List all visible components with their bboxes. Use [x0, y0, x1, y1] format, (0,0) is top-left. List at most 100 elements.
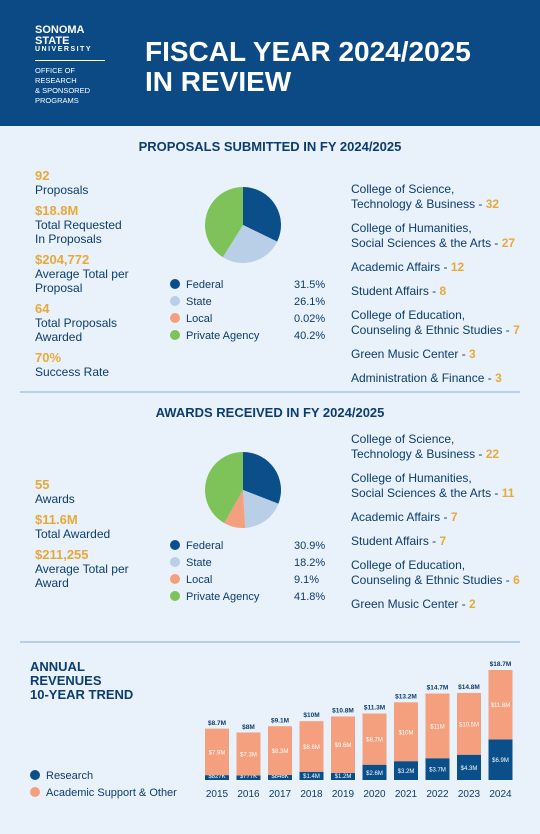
bar-segment	[488, 739, 513, 780]
chart-title: REVENUES	[30, 673, 102, 688]
bar-segment	[236, 775, 261, 780]
bar-segment	[331, 716, 355, 773]
stat-caption: Awards	[35, 492, 75, 506]
bar-segment	[362, 764, 387, 780]
department-count: 7	[439, 534, 447, 548]
legend-swatch	[170, 296, 180, 306]
department-count: 3	[469, 347, 476, 361]
stat-value: $204,772	[35, 252, 90, 267]
total-label: $14.7M	[427, 685, 449, 692]
x-tick-label: 2022	[426, 789, 449, 800]
stat-caption: Average Total per Proposal	[35, 267, 129, 295]
legend-swatch	[30, 787, 40, 797]
x-tick-label: 2018	[300, 789, 323, 800]
stat-caption: Average Total per Award	[35, 562, 129, 590]
department-count: 7	[513, 323, 520, 337]
bar-label: $7.9M	[209, 750, 226, 756]
total-label: $13.2M	[395, 693, 417, 700]
legend-label: Federal	[186, 279, 223, 291]
logo-text: UNIVERSITY	[35, 46, 93, 53]
page-title: IN REVIEW	[145, 66, 292, 97]
bar-label: $10M	[398, 730, 413, 736]
bar-segment	[331, 772, 355, 780]
legend-swatch	[170, 330, 180, 340]
department-count: 22	[485, 447, 500, 461]
department-name: Counseling & Ethnic Studies -	[351, 573, 514, 587]
pie-slice	[222, 225, 243, 258]
stat-caption: Proposals	[35, 183, 89, 197]
pie-slice	[243, 187, 281, 242]
header	[0, 0, 540, 126]
bar-label: $3.7M	[429, 768, 446, 774]
section-title: PROPOSALS SUBMITTED IN FY 2024/2025	[138, 139, 402, 154]
total-label: $9.1M	[271, 717, 289, 724]
department-name: Student Affairs -	[351, 284, 440, 298]
x-tick-label: 2021	[395, 789, 418, 800]
department-count: 6	[513, 573, 520, 587]
department: College of Humanities, Social Sciences & …	[351, 471, 536, 501]
pie-slice	[222, 225, 278, 263]
bar-label: $7.3M	[240, 752, 257, 758]
legend-value: 41.8%	[294, 591, 325, 603]
departments: College of Science, Technology & Business…	[351, 182, 536, 395]
legend-label: Private Agency	[186, 591, 260, 603]
total-label: $10M	[303, 712, 319, 719]
department: Green Music Center - 2	[351, 597, 536, 612]
legend-value: 0.02%	[294, 313, 325, 325]
divider	[20, 391, 520, 393]
bar-label: $11M	[430, 724, 445, 730]
chart-title: ANNUAL	[30, 659, 85, 674]
department-name: College of Education,	[351, 558, 466, 572]
x-tick-label: 2015	[206, 789, 229, 800]
bar-label: $777K	[240, 774, 257, 780]
legend-value: 31.5%	[294, 279, 325, 291]
legend-label: Local	[186, 574, 212, 586]
pie-slice	[205, 452, 243, 524]
department-name: Academic Affairs -	[351, 510, 451, 524]
x-tick-label: 2024	[489, 789, 512, 800]
stat-caption: Total Proposals Awarded	[35, 316, 118, 344]
total-label: $8M	[242, 724, 255, 731]
x-tick-label: 2020	[363, 789, 386, 800]
legend-value: 26.1%	[294, 296, 325, 308]
department-name: Administration & Finance -	[351, 371, 496, 385]
bar-segment	[457, 754, 481, 780]
bar-segment	[299, 771, 324, 780]
legend-swatch	[170, 279, 180, 289]
department-count: 27	[501, 236, 516, 250]
stat-value: 92	[35, 168, 50, 183]
legend-label: Local	[186, 313, 212, 325]
office-text: PROGRAMS	[35, 96, 79, 105]
stats: 92 Proposals $18.8M Total Requested In Prop…	[35, 168, 135, 385]
divider	[20, 641, 520, 643]
logo-rule	[35, 60, 105, 61]
legend-swatch	[30, 770, 40, 780]
department: College of Education, Counseling & Ethnic…	[351, 308, 536, 338]
pie-slice	[205, 187, 243, 258]
department: Student Affairs - 7	[351, 534, 536, 549]
legend-label: Academic Support & Other	[46, 787, 177, 799]
bar-label: $2.6M	[366, 771, 383, 777]
bar-label: $11.8M	[491, 703, 511, 709]
chart-title: 10-YEAR TREND	[30, 687, 133, 702]
department-name: Academic Affairs -	[351, 260, 451, 274]
bar-label: $4.3M	[461, 766, 478, 772]
department-count: 7	[450, 510, 458, 524]
department-count: 8	[439, 284, 447, 298]
department-name: Technology & Business -	[351, 447, 486, 461]
total-label: $10.8M	[332, 707, 354, 714]
departments: College of Science, Technology & Business…	[351, 432, 536, 621]
x-tick-label: 2017	[269, 789, 292, 800]
bar-label: $1.2M	[335, 774, 352, 780]
office-text: OFFICE OF	[35, 66, 75, 75]
department: Administration & Finance - 3	[351, 371, 536, 386]
bar-label: $9.6M	[335, 743, 352, 749]
department-name: Student Affairs -	[351, 534, 440, 548]
bar-label: $3.2M	[398, 769, 415, 775]
legend-swatch	[170, 557, 180, 567]
department: College of Science, Technology & Business…	[351, 182, 536, 212]
bar-label: $1.4M	[303, 774, 320, 780]
pie-slice	[243, 452, 281, 504]
legend-swatch	[170, 574, 180, 584]
total-label: $8.7M	[208, 720, 226, 727]
